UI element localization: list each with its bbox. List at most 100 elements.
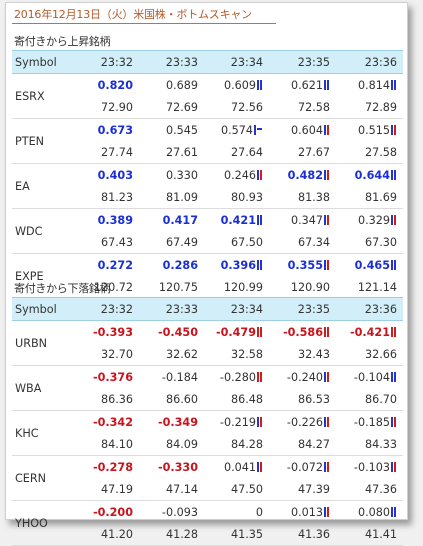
- trend-indicator-icon: [391, 506, 397, 517]
- change-cell: -0.479: [204, 321, 269, 344]
- column-header-time: 23:35: [269, 50, 336, 74]
- stock-symbol[interactable]: URBN: [12, 320, 74, 366]
- stock-symbol[interactable]: PTEN: [12, 118, 74, 164]
- change-cell: 0.644: [336, 164, 403, 187]
- change-cell: 0.515: [336, 119, 403, 142]
- change-value: -0.093: [161, 505, 198, 519]
- change-cell: -0.185: [336, 411, 403, 434]
- change-value: 0.403: [97, 168, 133, 182]
- change-cell: -0.376: [74, 366, 139, 389]
- column-header-time: 23:32: [74, 297, 139, 321]
- price-row: 27.74 27.61 27.64 27.67 27.58: [12, 141, 403, 164]
- change-cell: 0.814: [336, 74, 403, 97]
- column-header-time: 23:33: [139, 50, 204, 74]
- change-cell: -0.104: [336, 366, 403, 389]
- change-cell: 0.286: [139, 254, 204, 277]
- change-value: 0.329: [357, 213, 390, 227]
- change-cell: -0.184: [139, 366, 204, 389]
- price-value: 67.30: [336, 231, 403, 254]
- stock-symbol[interactable]: WBA: [12, 365, 74, 411]
- price-value: 41.28: [139, 523, 204, 546]
- stock-symbol[interactable]: EXPE: [12, 253, 74, 299]
- stock-symbol[interactable]: CERN: [12, 455, 74, 501]
- price-row: 81.23 81.09 80.93 81.38 81.69: [12, 186, 403, 209]
- change-value: 0.080: [357, 505, 390, 519]
- change-cell: 0.080: [336, 501, 403, 524]
- trend-indicator-icon: [257, 259, 263, 270]
- table-row: ESRX 0.820 0.689 0.609 0.621 0.814: [12, 73, 403, 119]
- price-value: 47.39: [269, 478, 336, 501]
- page-title: 2016年12月13日（火）米国株・ボトムスキャン: [14, 8, 252, 21]
- change-cell: -0.226: [269, 411, 336, 434]
- price-value: 86.53: [269, 388, 336, 411]
- change-value: -0.226: [286, 415, 323, 429]
- change-cell: 0.330: [139, 164, 204, 187]
- table-row: EA 0.403 0.330 0.246 0.482 0.644: [12, 163, 403, 209]
- change-cell: 0.396: [204, 254, 269, 277]
- stock-symbol[interactable]: ESRX: [12, 73, 74, 119]
- price-row: 67.43 67.49 67.50 67.34 67.30: [12, 231, 403, 254]
- change-cell: 0.347: [269, 209, 336, 232]
- trend-indicator-icon: [254, 124, 263, 135]
- price-value: 121.14: [336, 276, 403, 299]
- price-value: 67.43: [74, 231, 139, 254]
- change-value: 0.574: [220, 123, 253, 137]
- trend-indicator-icon: [257, 461, 263, 472]
- table-row: YHOO -0.200 -0.093 0 0.013 0.080: [12, 500, 403, 546]
- price-value: 84.09: [139, 433, 204, 456]
- change-value: 0.609: [223, 78, 256, 92]
- change-value: -0.450: [157, 325, 198, 339]
- stock-symbol[interactable]: KHC: [12, 410, 74, 456]
- change-cell: -0.342: [74, 411, 139, 434]
- change-value: -0.421: [349, 325, 390, 339]
- change-cell: 0.421: [204, 209, 269, 232]
- trend-indicator-icon: [391, 326, 397, 337]
- trend-indicator-icon: [324, 506, 330, 517]
- column-header-symbol: Symbol: [12, 297, 74, 321]
- change-cell: -0.093: [139, 501, 204, 524]
- change-value: 0.814: [357, 78, 390, 92]
- table-row: CERN -0.278 -0.330 0.041 -0.072 -0.103: [12, 455, 403, 501]
- stock-symbol[interactable]: YHOO: [12, 500, 74, 546]
- change-cell: 0.604: [269, 119, 336, 142]
- change-value: -0.219: [219, 415, 256, 429]
- change-value: 0.515: [357, 123, 390, 137]
- price-value: 47.36: [336, 478, 403, 501]
- stock-symbol[interactable]: WDC: [12, 208, 74, 254]
- change-value: 0: [255, 505, 263, 519]
- stock-symbol[interactable]: EA: [12, 163, 74, 209]
- price-value: 67.49: [139, 231, 204, 254]
- column-header-time: 23:32: [74, 50, 139, 74]
- trend-indicator-icon: [324, 461, 330, 472]
- trend-indicator-icon: [391, 169, 397, 180]
- change-value: 0.820: [97, 78, 133, 92]
- trend-indicator-icon: [391, 214, 397, 225]
- change-value: -0.586: [282, 325, 323, 339]
- trend-indicator-icon: [391, 461, 397, 472]
- change-value: 0.013: [290, 505, 323, 519]
- header-row: Symbol 23:32 23:33 23:34 23:35 23:36: [12, 297, 403, 321]
- change-cell: 0.689: [139, 74, 204, 97]
- price-value: 72.90: [74, 96, 139, 119]
- change-value: -0.342: [92, 415, 133, 429]
- change-value: -0.479: [215, 325, 256, 339]
- change-value: 0.482: [287, 168, 323, 182]
- section-title-losers: 寄付きから下落銘柄: [14, 282, 111, 295]
- price-value: 32.62: [139, 343, 204, 366]
- change-cell: 0.673: [74, 119, 139, 142]
- change-cell: 0.609: [204, 74, 269, 97]
- header-row: Symbol 23:32 23:33 23:34 23:35 23:36: [12, 50, 403, 74]
- trend-indicator-icon: [324, 169, 330, 180]
- column-header-time: 23:34: [204, 50, 269, 74]
- price-value: 72.89: [336, 96, 403, 119]
- price-value: 32.70: [74, 343, 139, 366]
- price-value: 47.14: [139, 478, 204, 501]
- change-cell: 0: [204, 501, 269, 524]
- table-row: EXPE 0.272 0.286 0.396 0.355 0.465: [12, 253, 403, 299]
- change-cell: -0.200: [74, 501, 139, 524]
- title-underline: [12, 23, 276, 24]
- trend-indicator-icon: [324, 214, 330, 225]
- price-value: 86.36: [74, 388, 139, 411]
- trend-indicator-icon: [257, 371, 263, 382]
- change-cell: 0.465: [336, 254, 403, 277]
